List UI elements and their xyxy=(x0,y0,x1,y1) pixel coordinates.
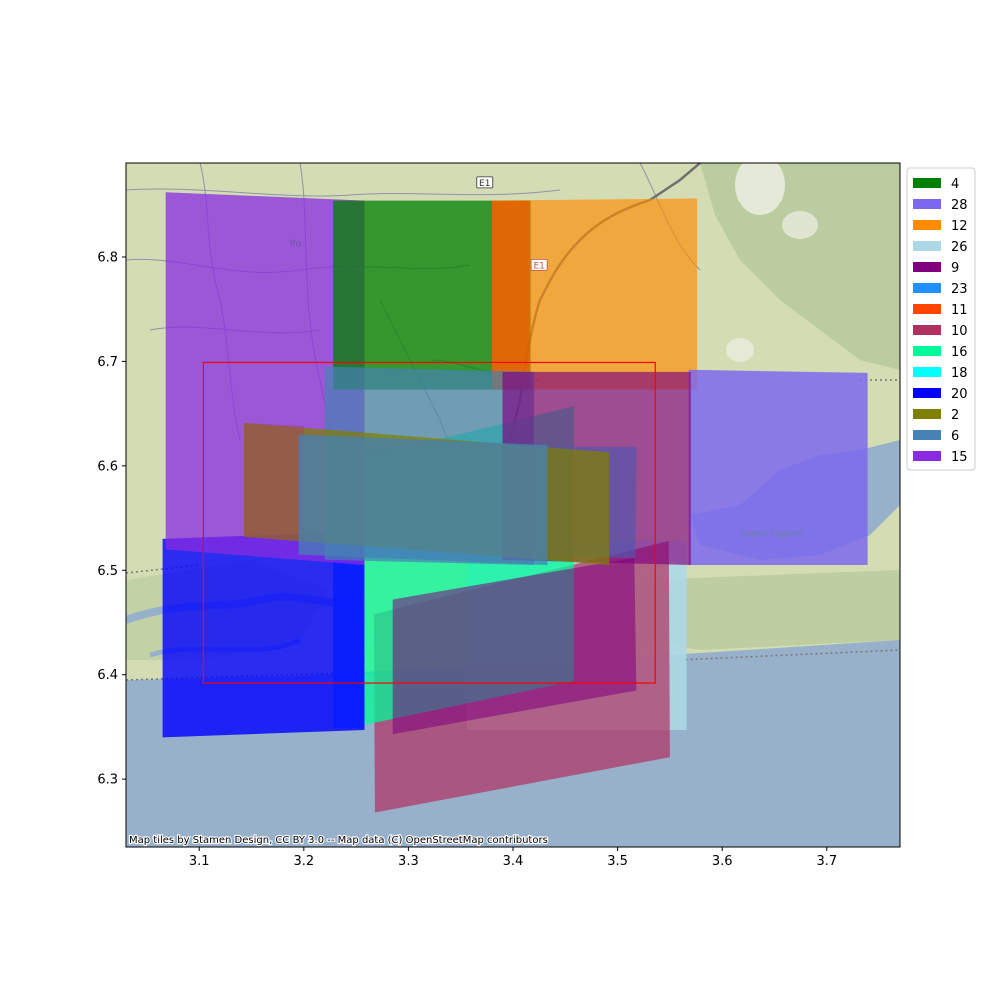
legend-label: 11 xyxy=(951,303,968,318)
map-attribution: Map tiles by Stamen Design, CC BY 3.0 --… xyxy=(129,835,548,846)
x-tick-label: 3.4 xyxy=(503,854,524,869)
legend-swatch xyxy=(913,346,941,356)
footprint-polygon-11 xyxy=(492,200,530,390)
query-bounding-box xyxy=(202,361,656,684)
x-tick-label: 3.3 xyxy=(398,854,419,869)
legend-swatch xyxy=(913,241,941,251)
legend-label: 6 xyxy=(951,429,959,444)
y-tick-label: 6.7 xyxy=(97,355,118,370)
place-label: Lagos Lagoon xyxy=(741,529,803,539)
legend-label: 12 xyxy=(951,219,968,234)
x-tick-label: 3.2 xyxy=(293,854,314,869)
legend-label: 23 xyxy=(951,282,968,297)
y-tick-label: 6.6 xyxy=(97,459,118,474)
legend-swatch xyxy=(913,199,941,209)
legend-label: 20 xyxy=(951,387,968,402)
footprint-polygon-6 xyxy=(298,434,548,565)
legend-swatch xyxy=(913,262,941,272)
footprint-polygon-9 xyxy=(392,557,637,735)
x-tick-label: 3.5 xyxy=(607,854,628,869)
place-label: E1 xyxy=(479,179,490,189)
place-label: E1 xyxy=(533,261,544,271)
y-axis: 6.3 6.4 6.5 6.6 6.7 6.8 xyxy=(97,250,126,788)
legend-swatch xyxy=(913,430,941,440)
legend-label: 4 xyxy=(951,177,959,192)
x-axis: 3.1 3.2 3.3 3.4 3.5 3.6 3.7 xyxy=(189,847,837,869)
x-tick-label: 3.6 xyxy=(712,854,733,869)
x-tick-label: 3.7 xyxy=(816,854,837,869)
route-shield-icon xyxy=(530,258,548,271)
legend-label: 10 xyxy=(951,324,968,339)
legend-swatch xyxy=(913,304,941,314)
footprint-polygon-28 xyxy=(688,369,868,565)
x-tick-label: 3.1 xyxy=(189,854,210,869)
legend-swatch xyxy=(913,220,941,230)
terrain-patch xyxy=(782,211,818,239)
legend-label: 16 xyxy=(951,345,968,360)
y-tick-label: 6.3 xyxy=(97,773,118,788)
legend-label: 28 xyxy=(951,198,968,213)
legend-label: 9 xyxy=(951,261,959,276)
y-tick-label: 6.4 xyxy=(97,668,118,683)
footprint-polygon-20 xyxy=(162,531,365,738)
legend-swatch xyxy=(913,388,941,398)
y-tick-label: 6.8 xyxy=(97,250,118,265)
terrain-patch xyxy=(726,338,754,362)
legend-swatch xyxy=(913,451,941,461)
vegetation-area xyxy=(700,163,900,370)
legend-label: 15 xyxy=(951,450,968,465)
vegetation-area xyxy=(640,570,900,650)
place-label: Ifo xyxy=(290,239,302,249)
footprint-polygon-12 xyxy=(492,198,698,390)
y-tick-label: 6.5 xyxy=(97,564,118,579)
legend-label: 26 xyxy=(951,240,968,255)
route-shield-icon xyxy=(476,176,494,189)
legend-swatch xyxy=(913,283,941,293)
terrain-patch xyxy=(735,163,785,215)
legend-box xyxy=(906,167,976,471)
footprint-polygon-10 xyxy=(244,423,304,540)
legend-label: 18 xyxy=(951,366,968,381)
legend-label: 2 xyxy=(951,408,959,423)
legend-swatch xyxy=(913,367,941,377)
legend-swatch xyxy=(913,178,941,188)
footprint-polygon-4 xyxy=(333,200,531,390)
legend-swatch xyxy=(913,325,941,335)
legend-swatch xyxy=(913,409,941,419)
boundary-line xyxy=(126,649,900,681)
place-labels: Ifo E1 E1 Lagos Lagoon xyxy=(290,176,804,539)
